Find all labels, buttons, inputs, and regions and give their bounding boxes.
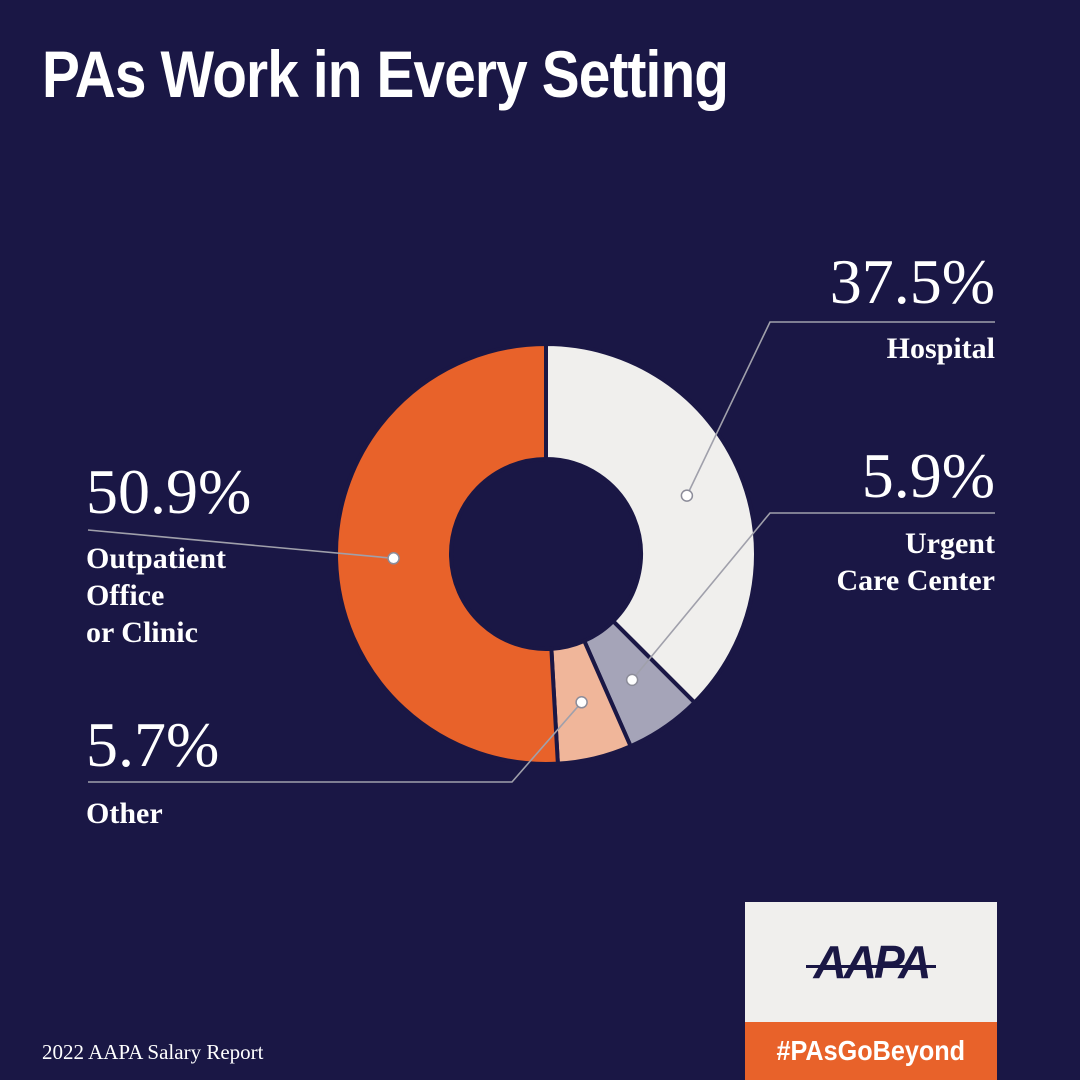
aapa-logo-wordmark: AAPA: [813, 936, 932, 988]
leader-dot-other: [575, 696, 588, 709]
chart-labels: 37.5% Hospital 5.9% Urgent Care Center 5.7% Ot…: [86, 246, 995, 830]
value-label-hospital: 37.5%: [830, 246, 995, 317]
aapa-logo: AAPA: [745, 902, 997, 1022]
leader-line-hospital: [686, 321, 995, 496]
leader-dot-outpatient: [387, 552, 400, 565]
category-label-urgent: Care Center: [836, 564, 995, 597]
category-label-outpatient: Office: [86, 579, 164, 612]
value-label-urgent: 5.9%: [862, 440, 995, 511]
page-title: PAs Work in Every Setting: [42, 37, 729, 111]
leader-dot-urgent: [625, 673, 639, 687]
donut-slices: [334, 341, 758, 766]
category-label-outpatient: or Clinic: [86, 616, 198, 649]
leader-line-outpatient: [87, 529, 394, 560]
slice-hospital: [544, 341, 758, 706]
value-label-other: 5.7%: [86, 709, 219, 780]
category-label-urgent: Urgent: [905, 527, 995, 560]
leader-line-urgent: [631, 512, 995, 681]
hashtag-text: #PAsGoBeyond: [776, 1035, 966, 1066]
category-label-hospital: Hospital: [887, 332, 995, 365]
category-label-other: Other: [86, 797, 163, 830]
aapa-logo-text: AAPA: [805, 935, 937, 989]
aapa-logo-block: AAPA #PAsGoBeyond: [745, 902, 997, 1080]
leader-dot-hospital: [680, 489, 694, 502]
logo-stroke-icon: [805, 965, 937, 969]
leader-line-other: [88, 701, 583, 783]
leader-lines: [87, 321, 995, 783]
source-footer: 2022 AAPA Salary Report: [42, 1040, 264, 1064]
category-label-outpatient: Outpatient: [86, 542, 226, 575]
hashtag-banner: #PAsGoBeyond: [745, 1022, 997, 1080]
value-label-outpatient: 50.9%: [86, 456, 251, 527]
slice-outpatient: [334, 341, 560, 766]
